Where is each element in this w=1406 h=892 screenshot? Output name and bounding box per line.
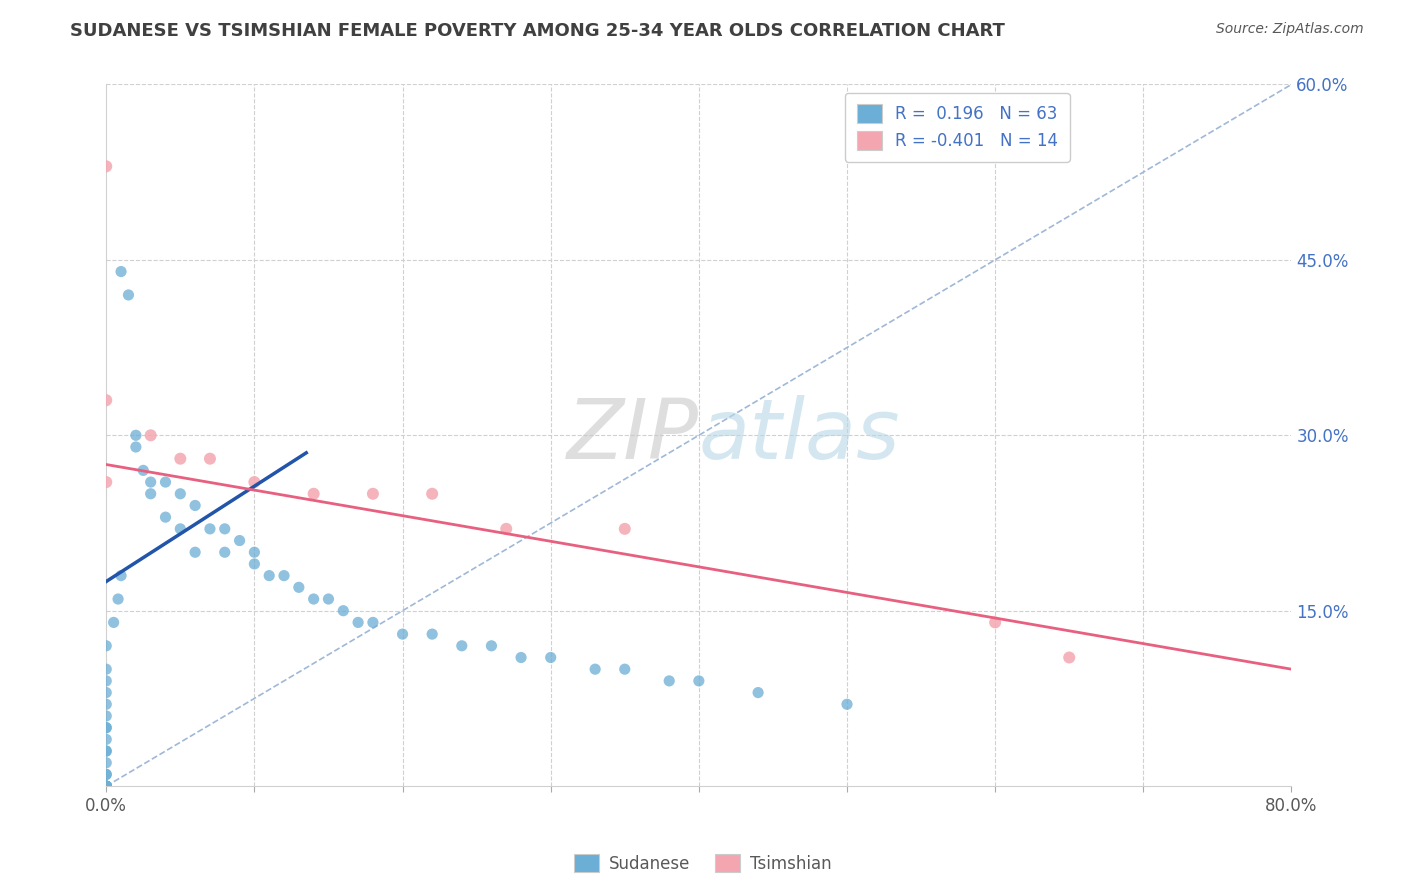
Point bbox=[96, 159, 118, 173]
Point bbox=[198, 451, 221, 466]
Point bbox=[96, 685, 118, 699]
Point bbox=[243, 475, 266, 489]
Point bbox=[257, 568, 280, 582]
Point bbox=[214, 545, 236, 559]
Point bbox=[228, 533, 250, 548]
Text: ZIP: ZIP bbox=[567, 395, 699, 475]
Point bbox=[243, 557, 266, 571]
Point bbox=[155, 475, 177, 489]
Point bbox=[117, 288, 139, 302]
Point bbox=[835, 698, 858, 712]
Point bbox=[332, 604, 354, 618]
Point bbox=[273, 568, 295, 582]
Point bbox=[96, 721, 118, 735]
Point bbox=[613, 662, 636, 676]
Point bbox=[510, 650, 533, 665]
Point bbox=[139, 487, 162, 501]
Text: SUDANESE VS TSIMSHIAN FEMALE POVERTY AMONG 25-34 YEAR OLDS CORRELATION CHART: SUDANESE VS TSIMSHIAN FEMALE POVERTY AMO… bbox=[70, 22, 1005, 40]
Point bbox=[96, 767, 118, 781]
Text: atlas: atlas bbox=[699, 395, 900, 475]
Point bbox=[96, 732, 118, 747]
Point bbox=[613, 522, 636, 536]
Point bbox=[658, 673, 681, 688]
Point bbox=[96, 756, 118, 770]
Point bbox=[302, 487, 325, 501]
Point bbox=[125, 440, 148, 454]
Point bbox=[169, 522, 191, 536]
Point bbox=[169, 451, 191, 466]
Point bbox=[96, 698, 118, 712]
Point bbox=[984, 615, 1007, 630]
Point bbox=[420, 487, 443, 501]
Point bbox=[96, 767, 118, 781]
Point bbox=[214, 522, 236, 536]
Point bbox=[139, 428, 162, 442]
Point bbox=[96, 779, 118, 793]
Point bbox=[96, 779, 118, 793]
Point bbox=[361, 615, 384, 630]
Point bbox=[96, 475, 118, 489]
Legend: R =  0.196   N = 63, R = -0.401   N = 14: R = 0.196 N = 63, R = -0.401 N = 14 bbox=[845, 93, 1070, 161]
Point bbox=[318, 592, 340, 607]
Point bbox=[96, 779, 118, 793]
Point bbox=[139, 475, 162, 489]
Point bbox=[540, 650, 562, 665]
Point bbox=[155, 510, 177, 524]
Point bbox=[481, 639, 503, 653]
Point bbox=[96, 709, 118, 723]
Point bbox=[688, 673, 710, 688]
Point bbox=[96, 662, 118, 676]
Point bbox=[198, 522, 221, 536]
Point bbox=[495, 522, 517, 536]
Point bbox=[96, 673, 118, 688]
Point bbox=[243, 545, 266, 559]
Point bbox=[169, 487, 191, 501]
Point bbox=[391, 627, 413, 641]
Point bbox=[96, 721, 118, 735]
Point bbox=[96, 744, 118, 758]
Point bbox=[1057, 650, 1080, 665]
Point bbox=[132, 463, 155, 477]
Point bbox=[107, 592, 129, 607]
Point bbox=[96, 744, 118, 758]
Point bbox=[110, 264, 132, 278]
Point bbox=[347, 615, 370, 630]
Point bbox=[420, 627, 443, 641]
Point bbox=[96, 779, 118, 793]
Point bbox=[110, 568, 132, 582]
Point bbox=[96, 779, 118, 793]
Point bbox=[103, 615, 125, 630]
Point bbox=[96, 393, 118, 408]
Point bbox=[583, 662, 606, 676]
Point bbox=[302, 592, 325, 607]
Point bbox=[96, 779, 118, 793]
Point bbox=[125, 428, 148, 442]
Point bbox=[450, 639, 472, 653]
Point bbox=[288, 580, 311, 594]
Point bbox=[184, 545, 207, 559]
Text: Source: ZipAtlas.com: Source: ZipAtlas.com bbox=[1216, 22, 1364, 37]
Point bbox=[747, 685, 769, 699]
Point bbox=[96, 779, 118, 793]
Point bbox=[96, 639, 118, 653]
Legend: Sudanese, Tsimshian: Sudanese, Tsimshian bbox=[568, 847, 838, 880]
Point bbox=[361, 487, 384, 501]
Point bbox=[184, 499, 207, 513]
